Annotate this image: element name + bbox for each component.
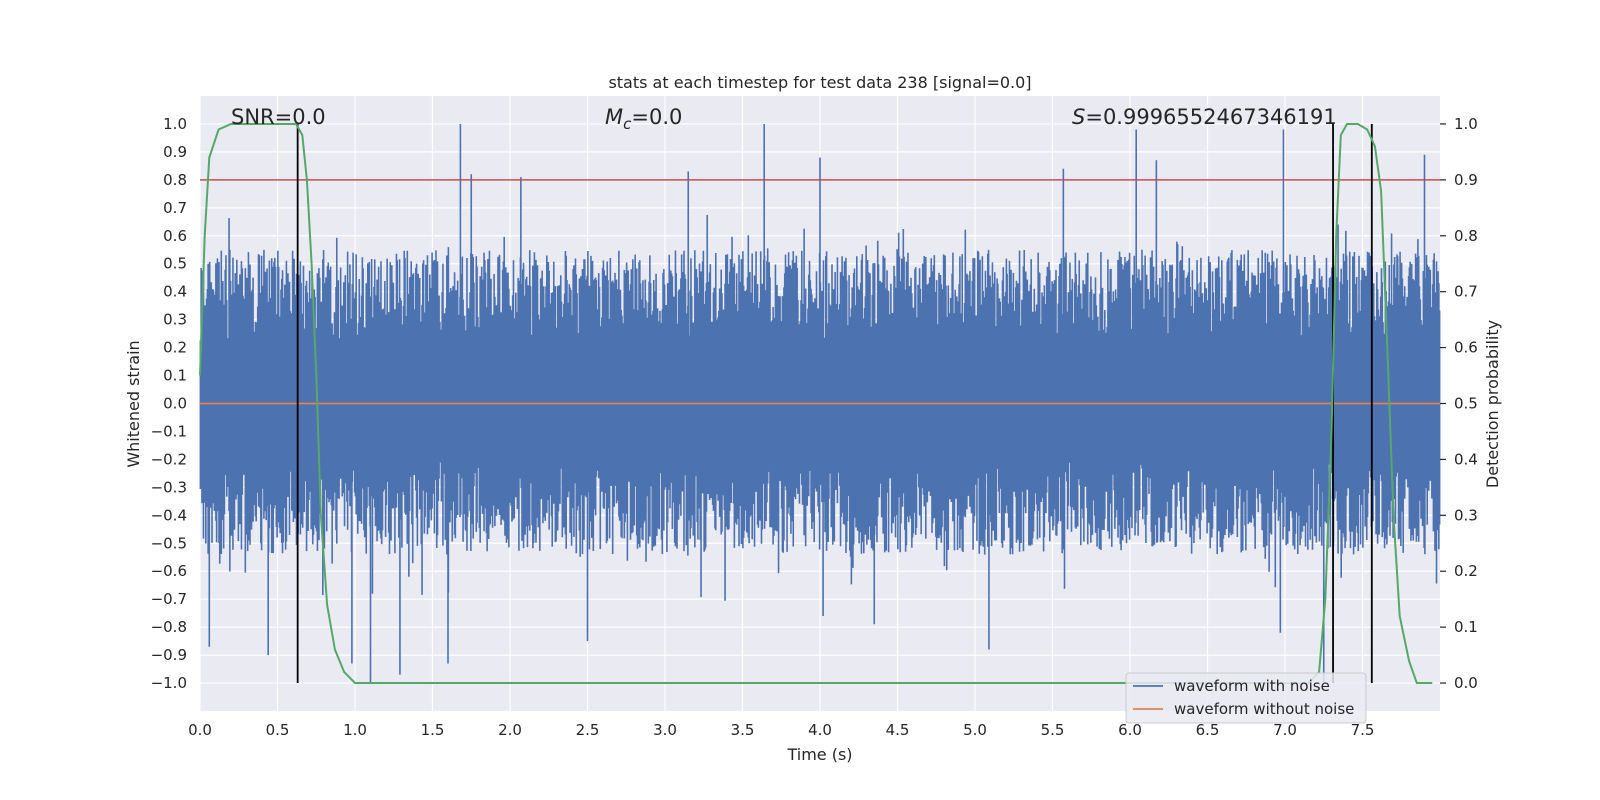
legend-label-noise: waveform with noise	[1174, 677, 1330, 695]
y2-tick-label: 0.3	[1454, 506, 1478, 524]
y2-tick-label: 1.0	[1454, 115, 1478, 133]
x-tick-label: 3.0	[653, 721, 677, 739]
y-tick-label: −0.5	[151, 534, 187, 552]
y2-axis-label: Detection probability	[1483, 320, 1502, 488]
y-tick-label: 0.3	[163, 311, 187, 329]
mc-value: =0.0	[631, 105, 682, 129]
y-tick-label: 0.2	[163, 339, 187, 357]
y-tick-label: −0.8	[151, 618, 187, 636]
y2-tick-label: 0.1	[1454, 618, 1478, 636]
s-annotation: S=0.9996552467346191	[1072, 105, 1337, 129]
x-tick-label: 3.5	[731, 721, 755, 739]
y2-tick-label: 0.2	[1454, 562, 1478, 580]
y-tick-label: 0.8	[163, 171, 187, 189]
y-tick-label: 0.9	[163, 143, 187, 161]
y-tick-label: 0.4	[163, 283, 187, 301]
y-tick-label: 0.6	[163, 227, 187, 245]
x-tick-label: 6.5	[1196, 721, 1220, 739]
y2-tick-label: 0.7	[1454, 283, 1478, 301]
y-tick-label: −0.1	[151, 422, 187, 440]
chart-title: stats at each timestep for test data 238…	[608, 73, 1031, 92]
s-value: =0.9996552467346191	[1085, 105, 1336, 129]
y-tick-label: 0.1	[163, 367, 187, 385]
x-tick-label: 4.0	[808, 721, 832, 739]
mc-subscript: c	[623, 115, 632, 133]
y-tick-label: −0.3	[151, 478, 187, 496]
legend-box	[1125, 672, 1367, 724]
y-tick-label: −0.4	[151, 506, 187, 524]
x-tick-label: 2.5	[576, 721, 600, 739]
overlay-lines	[199, 123, 1440, 684]
y2-tick-label: 0.5	[1454, 395, 1478, 413]
y2-tick-label: 0.9	[1454, 171, 1478, 189]
y-tick-label: −0.6	[151, 562, 187, 580]
x-tick-label: 0.0	[188, 721, 212, 739]
x-tick-label: 7.5	[1351, 721, 1375, 739]
y-tick-label: 0.7	[163, 199, 187, 217]
detection-probability-line	[199, 123, 1433, 684]
legend: waveform with noise waveform without noi…	[1125, 672, 1367, 724]
mc-symbol: M	[605, 105, 623, 129]
y2-tick-label: 0.4	[1454, 450, 1478, 468]
x-tick-label: 6.0	[1118, 721, 1142, 739]
x-tick-label: 1.5	[421, 721, 445, 739]
legend-label-clean: waveform without noise	[1174, 700, 1354, 718]
x-tick-label: 1.0	[343, 721, 367, 739]
snr-text: SNR=0.0	[231, 105, 326, 129]
y-tick-label: −0.7	[151, 590, 187, 608]
y-tick-label: −0.9	[151, 646, 187, 664]
y-tick-label: 0.0	[163, 395, 187, 413]
y-tick-label: 1.0	[163, 115, 187, 133]
y-tick-label: −1.0	[151, 674, 187, 692]
y-tick-label: 0.5	[163, 255, 187, 273]
y2-axis-ticks: 1.0 0.9 0.8 0.7 0.6 0.5 0.4 0.3 0.2 0.1 0.0	[1440, 115, 1478, 692]
noise-trace	[199, 124, 1441, 683]
s-symbol: S	[1072, 105, 1085, 129]
y-tick-label: −0.2	[151, 450, 187, 468]
x-tick-label: 2.0	[498, 721, 522, 739]
x-tick-label: 7.0	[1273, 721, 1297, 739]
x-axis-ticks: 0.0 0.5 1.0 1.5 2.0 2.5 3.0 3.5 4.0 4.5 5.0 5.5 6.0 6…	[188, 721, 1374, 739]
y-axis-label: Whitened strain	[124, 340, 143, 467]
chirp-mass-annotation: Mc=0.0	[605, 105, 682, 133]
y2-tick-label: 0.0	[1454, 674, 1478, 692]
x-tick-label: 0.5	[266, 721, 290, 739]
snr-annotation: SNR=0.0	[231, 105, 326, 129]
x-tick-label: 5.5	[1041, 721, 1065, 739]
y2-tick-label: 0.6	[1454, 339, 1478, 357]
x-tick-label: 5.0	[963, 721, 987, 739]
y2-tick-label: 0.8	[1454, 227, 1478, 245]
x-axis-label: Time (s)	[786, 745, 852, 764]
y-axis-ticks: 1.0 0.9 0.8 0.7 0.6 0.5 0.4 0.3 0.2 0.1 0.0 −0.1 −0.…	[151, 115, 187, 692]
x-tick-label: 4.5	[886, 721, 910, 739]
